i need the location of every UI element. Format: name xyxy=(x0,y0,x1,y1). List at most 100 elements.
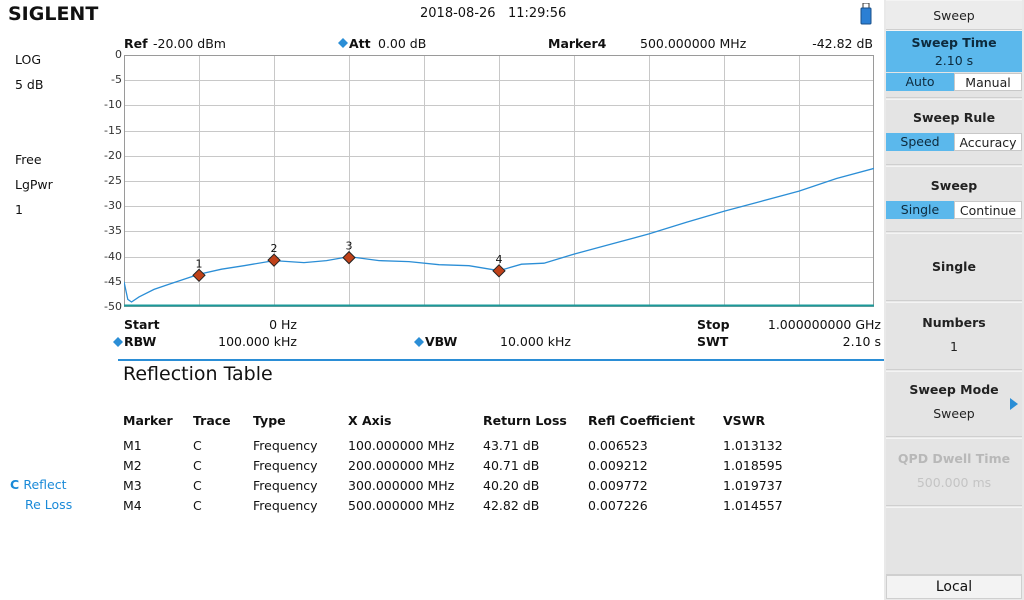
y-tick-label: -25 xyxy=(104,174,122,187)
cell-marker: M2 xyxy=(123,458,142,473)
cell-xaxis: 200.000000 MHz xyxy=(348,458,455,473)
menu-title-sweep: Sweep xyxy=(886,0,1022,30)
marker-2-diamond[interactable] xyxy=(267,253,281,267)
numbers-title: Numbers xyxy=(922,315,986,330)
cell-vswr: 1.014557 xyxy=(723,498,783,513)
col-header-marker: Marker xyxy=(123,413,173,428)
datetime: 2018-08-26 11:29:56 xyxy=(420,6,567,21)
spectrum-plot[interactable]: 1 2 3 4 xyxy=(124,55,874,307)
cell-return-loss: 40.71 dB xyxy=(483,458,540,473)
trace-letter: C xyxy=(10,477,20,492)
cell-refl-coefficient: 0.006523 xyxy=(588,438,648,453)
trace-line xyxy=(124,167,874,303)
sweep-continue-option[interactable]: Continue xyxy=(954,201,1022,219)
ref-value[interactable]: -20.00 dBm xyxy=(153,36,226,51)
empty-softkey xyxy=(886,507,1022,575)
marker-1-label: 1 xyxy=(196,257,203,270)
trace-reflect-label: Reflect xyxy=(23,477,67,492)
table-title: Reflection Table xyxy=(123,363,273,385)
stop-label: Stop xyxy=(697,317,730,332)
cell-refl-coefficient: 0.007226 xyxy=(588,498,648,513)
sweep-time-highlight xyxy=(886,31,1022,72)
single-title: Single xyxy=(932,259,976,274)
col-header-vswr: VSWR xyxy=(723,413,766,428)
sweep-time-manual-option[interactable]: Manual xyxy=(954,73,1022,91)
qpd-dwell-time-title: QPD Dwell Time xyxy=(897,451,1011,466)
col-header-trace: Trace xyxy=(193,413,231,428)
cell-xaxis: 100.000000 MHz xyxy=(348,438,455,453)
y-tick-label: -20 xyxy=(104,148,122,162)
cell-type: Frequency xyxy=(253,438,318,453)
single-key[interactable]: Single xyxy=(886,233,1022,301)
start-value[interactable]: 0 Hz xyxy=(269,317,297,332)
rbw-value[interactable]: 100.000 kHz xyxy=(218,334,297,349)
sweep-time-value: 2.10 s xyxy=(934,53,974,68)
marker-4-label: 4 xyxy=(496,253,503,266)
cell-trace: C xyxy=(193,498,202,513)
col-header-return-loss: Return Loss xyxy=(483,413,567,428)
menu-title-label: Sweep xyxy=(933,8,975,23)
scale-div: 5 dB xyxy=(15,77,44,92)
col-header-type: Type xyxy=(253,413,286,428)
sweep-mode-title: Sweep Mode xyxy=(909,382,999,397)
y-tick-label: 0 xyxy=(115,48,122,61)
submenu-arrow-icon xyxy=(1010,398,1018,410)
cell-trace: C xyxy=(193,478,202,493)
sweep-rule-title: Sweep Rule xyxy=(912,110,996,125)
marker-4-diamond[interactable] xyxy=(492,264,506,278)
qpd-dwell-time-key: QPD Dwell Time 500.000 ms xyxy=(886,438,1022,506)
softkey-panel: Sweep Sweep Time 2.10 s Auto Manual Swee… xyxy=(884,0,1024,600)
divider-line xyxy=(118,359,884,361)
sweep-rule-key[interactable]: Sweep Rule Speed Accuracy xyxy=(886,99,1022,165)
ref-label: Ref xyxy=(124,36,148,51)
marker-frequency: 500.000000 MHz xyxy=(640,36,747,51)
cell-type: Frequency xyxy=(253,478,318,493)
trace-mode: Free xyxy=(15,152,42,167)
sweep-key[interactable]: Sweep Single Continue xyxy=(886,166,1022,232)
rbw-diamond-icon xyxy=(113,337,123,347)
marker-3-diamond[interactable] xyxy=(342,250,356,265)
siglent-logo: SIGLENT xyxy=(8,3,99,25)
cell-marker: M3 xyxy=(123,478,142,493)
sweep-rule-accuracy-option[interactable]: Accuracy xyxy=(954,133,1022,151)
cell-xaxis: 500.000000 MHz xyxy=(348,498,455,513)
cell-refl-coefficient: 0.009212 xyxy=(588,458,648,473)
trace-reloss-label[interactable]: Re Loss xyxy=(25,497,73,512)
vbw-diamond-icon xyxy=(414,337,424,347)
rbw-label: RBW xyxy=(124,334,157,349)
vbw-value[interactable]: 10.000 kHz xyxy=(500,334,571,349)
sweep-mode-value: Sweep xyxy=(933,406,975,421)
cell-return-loss: 40.20 dB xyxy=(483,478,540,493)
sweep-mode-key[interactable]: Sweep Mode Sweep xyxy=(886,371,1022,437)
scale-mode: LOG xyxy=(15,52,42,67)
y-tick-label: -35 xyxy=(104,224,122,238)
cell-marker: M1 xyxy=(123,438,142,453)
sweep-time-key[interactable]: Sweep Time 2.10 s Auto Manual xyxy=(886,30,1022,98)
swt-value[interactable]: 2.10 s xyxy=(842,334,881,349)
att-value[interactable]: 0.00 dB xyxy=(378,36,427,51)
cell-type: Frequency xyxy=(253,458,318,473)
local-button[interactable]: Local xyxy=(886,575,1022,599)
sweep-time-title: Sweep Time xyxy=(911,35,997,50)
numbers-key[interactable]: Numbers 1 xyxy=(886,302,1022,370)
y-tick-label: -40 xyxy=(104,249,122,263)
usb-icon xyxy=(860,3,872,25)
sweep-rule-speed-option[interactable]: Speed xyxy=(886,133,954,151)
trace-number: 1 xyxy=(15,202,23,217)
cell-refl-coefficient: 0.009772 xyxy=(588,478,648,493)
cell-type: Frequency xyxy=(253,498,318,513)
trace-c-entry[interactable]: C Reflect xyxy=(10,477,66,493)
cell-vswr: 1.018595 xyxy=(723,458,783,473)
sweep-time-auto-option[interactable]: Auto xyxy=(886,73,954,91)
stop-value[interactable]: 1.000000000 GHz xyxy=(767,317,881,332)
y-tick-label: -50 xyxy=(104,300,122,313)
sweep-single-option[interactable]: Single xyxy=(886,201,954,219)
start-label: Start xyxy=(124,317,160,332)
marker-1-diamond[interactable] xyxy=(192,268,206,283)
cell-trace: C xyxy=(193,438,202,453)
marker-level: -42.82 dB xyxy=(812,36,873,51)
att-label: Att xyxy=(349,36,371,51)
sweep-key-title: Sweep xyxy=(930,178,978,193)
marker-2-label: 2 xyxy=(271,242,278,255)
qpd-dwell-time-value: 500.000 ms xyxy=(916,475,992,490)
